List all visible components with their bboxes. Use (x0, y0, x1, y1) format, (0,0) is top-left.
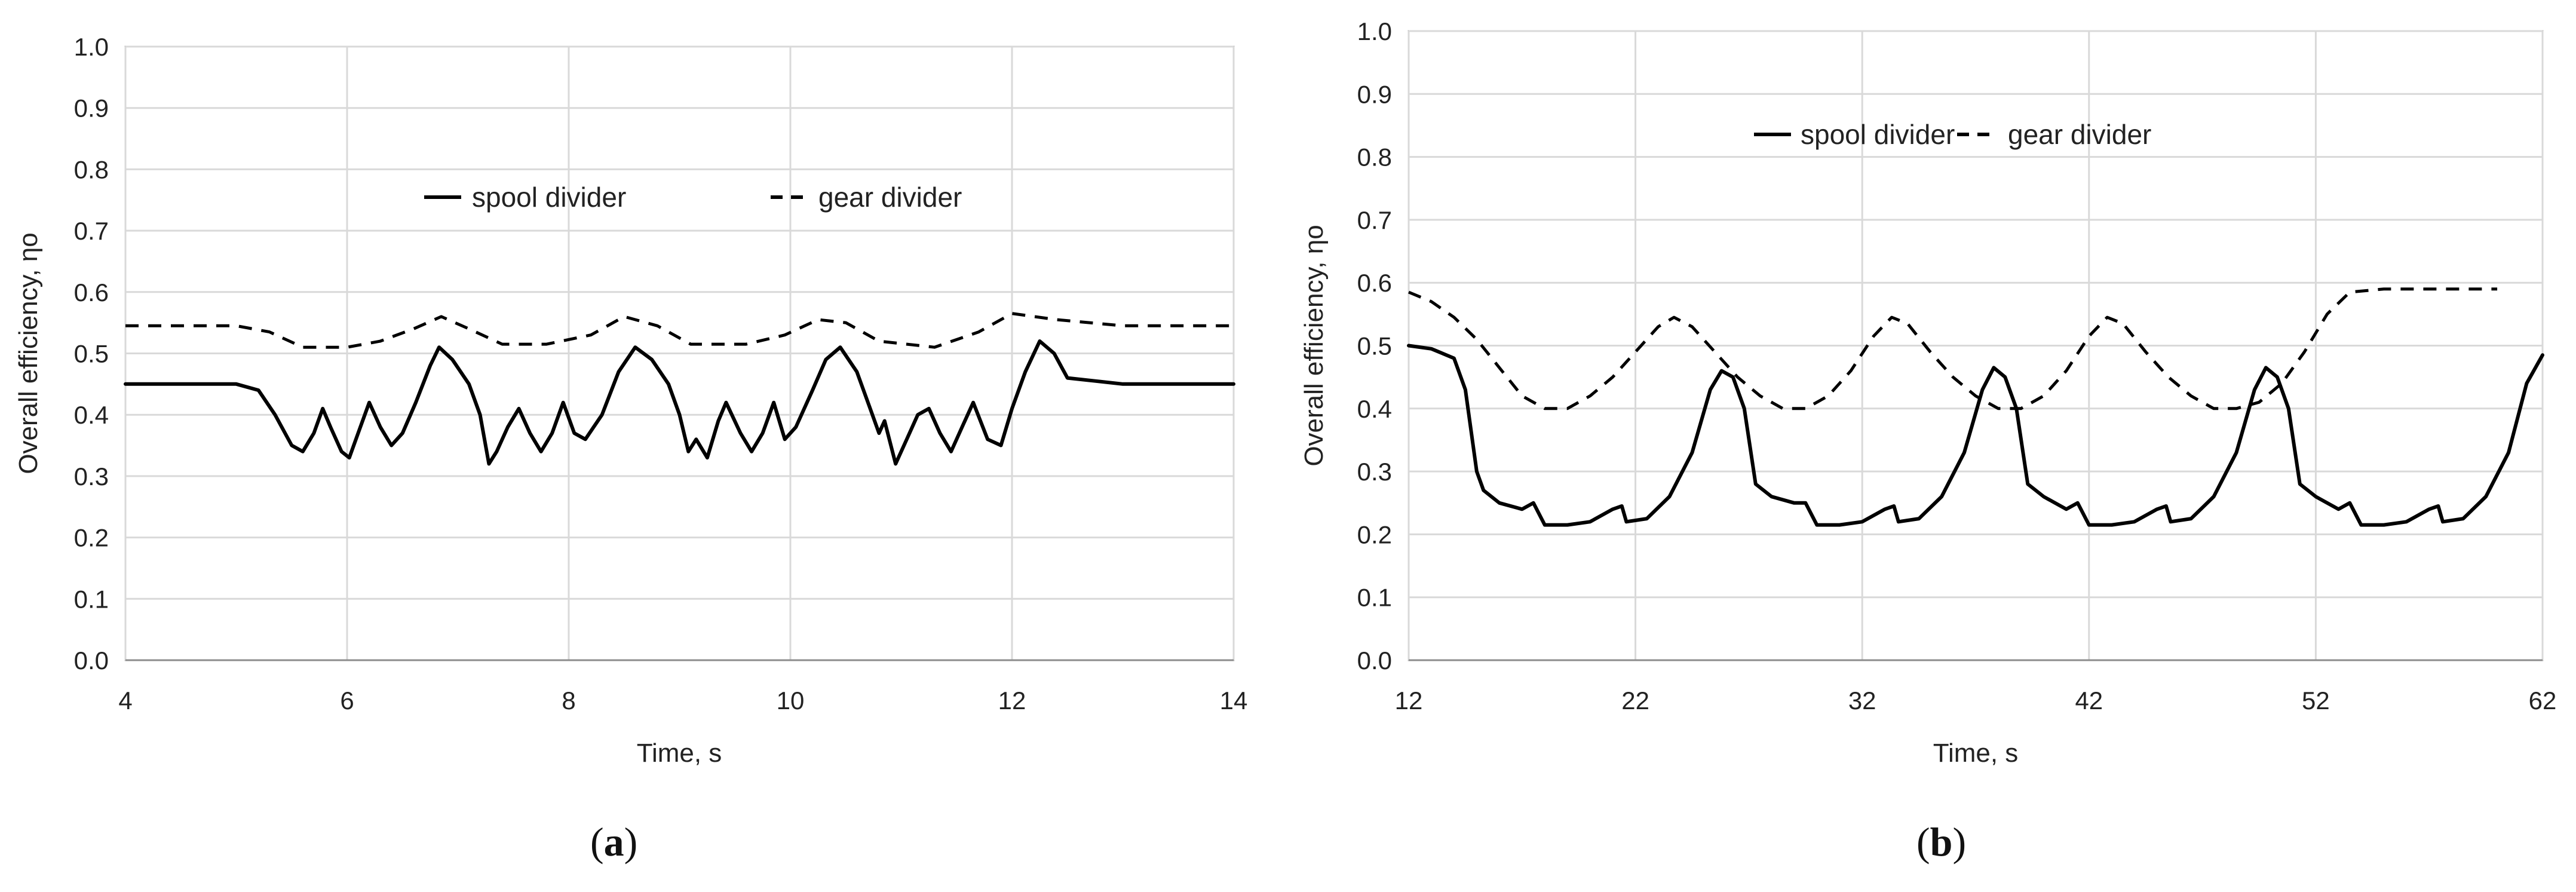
series-line-spool-divider (124, 339, 1235, 466)
chart-a-svg: 4 6 8 10 12 14 0.0 0.1 0.2 0.3 0.4 0.5 0.6 0.7 0.8 0.9 1… (14, 33, 1248, 768)
y-tick-label: 0.3 (1357, 458, 1392, 486)
y-tick-label: 0.8 (1357, 143, 1392, 171)
series-line-gear-divider (125, 312, 1234, 349)
y-tick-label: 0.4 (74, 401, 109, 429)
y-tick-label: 0.7 (1357, 206, 1392, 234)
y-tick-label: 0.6 (1357, 269, 1392, 297)
y-tick-label: 0.4 (1357, 395, 1392, 423)
chart-panel-a: 4 6 8 10 12 14 0.0 0.1 0.2 0.3 0.4 0.5 0.6 0.7 0.8 0.9 1… (14, 33, 1248, 865)
y-tick-label: 0.0 (1357, 646, 1392, 675)
y-tick-label: 1.0 (74, 33, 109, 61)
y-tick-label: 0.3 (74, 462, 109, 491)
series-line-spool-divider (1407, 344, 2544, 527)
x-tick-label: 12 (998, 686, 1026, 715)
y-tick-label: 0.5 (74, 340, 109, 368)
y-tick-label: 0.1 (74, 585, 109, 613)
y-tick-label: 0.0 (74, 646, 109, 675)
legend-label-gear-divider: gear divider (818, 182, 962, 213)
x-tick-label: 22 (1621, 686, 1649, 715)
caption-a: (a) (590, 819, 638, 865)
legend-label-gear-divider: gear divider (2008, 119, 2151, 150)
legend-label-spool-divider: spool divider (472, 182, 626, 213)
y-tick-label: 0.1 (1357, 584, 1392, 612)
x-tick-label: 62 (2529, 686, 2557, 715)
y-tick-label: 0.9 (74, 94, 109, 122)
x-tick-label: 6 (340, 686, 354, 715)
x-tick-label: 42 (2075, 686, 2103, 715)
y-axis-title: Overall efficiency, ηo (14, 232, 43, 474)
x-tick-label: 8 (562, 686, 575, 715)
y-tick-label: 0.5 (1357, 332, 1392, 360)
y-tick-label: 0.7 (74, 217, 109, 245)
y-tick-label: 0.2 (1357, 520, 1392, 548)
x-tick-label: 12 (1395, 686, 1423, 715)
x-tick-label: 32 (1848, 686, 1876, 715)
x-tick-label: 14 (1220, 686, 1248, 715)
caption-b: (b) (1916, 819, 1967, 865)
y-tick-label: 0.9 (1357, 80, 1392, 108)
y-axis-title: Overall efficiency, ηo (1299, 225, 1329, 466)
y-tick-label: 0.2 (74, 524, 109, 552)
x-tick-label: 4 (118, 686, 132, 715)
x-tick-label: 10 (777, 686, 805, 715)
x-axis-title: Time, s (1933, 738, 2019, 768)
chart-b-svg: 12 22 32 42 52 62 0.0 0.1 0.2 0.3 0.4 0.5 0.6 0.7 0.8 0… (1299, 17, 2557, 768)
series-line-gear-divider (1408, 287, 2498, 410)
legend-label-spool-divider: spool divider (1801, 119, 1955, 150)
y-tick-label: 0.6 (74, 278, 109, 306)
x-axis-title: Time, s (637, 738, 722, 768)
x-tick-label: 52 (2302, 686, 2330, 715)
chart-panel-b: 12 22 32 42 52 62 0.0 0.1 0.2 0.3 0.4 0.5 0.6 0.7 0.8 0… (1288, 0, 2576, 892)
y-tick-label: 0.8 (74, 155, 109, 183)
y-tick-label: 1.0 (1357, 17, 1392, 45)
